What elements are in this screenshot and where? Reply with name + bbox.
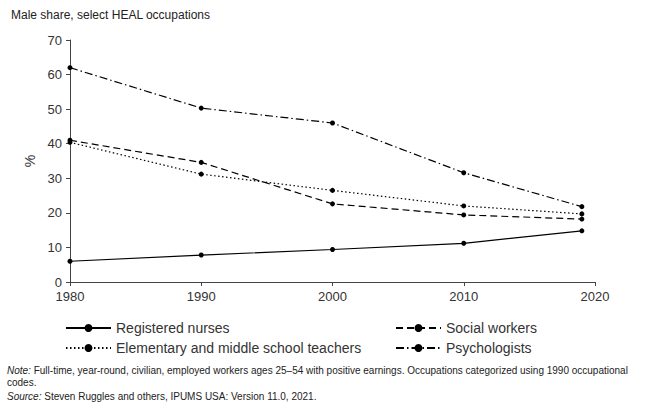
svg-text:%: %	[22, 155, 38, 167]
svg-text:Registered nurses: Registered nurses	[116, 320, 230, 336]
svg-text:60: 60	[48, 67, 62, 82]
svg-text:70: 70	[48, 33, 62, 48]
svg-text:10: 10	[48, 240, 62, 255]
svg-text:2010: 2010	[449, 289, 478, 304]
svg-text:20: 20	[48, 205, 62, 220]
svg-text:Social workers: Social workers	[446, 320, 537, 336]
svg-text:40: 40	[48, 136, 62, 151]
svg-text:Psychologists: Psychologists	[446, 340, 532, 356]
svg-text:1990: 1990	[187, 289, 216, 304]
svg-text:2000: 2000	[318, 289, 347, 304]
svg-text:1980: 1980	[56, 289, 85, 304]
svg-text:Male share, select HEAL occupa: Male share, select HEAL occupations	[11, 8, 210, 22]
html-text:Note: Full-time, year-round, c: Note: Full-time, year-round, civilian, e…	[7, 365, 628, 388]
svg-text:50: 50	[48, 102, 62, 117]
svg-text:30: 30	[48, 171, 62, 186]
svg-text:2020: 2020	[581, 289, 610, 304]
svg-text:Elementary and middle school t: Elementary and middle school teachers	[116, 340, 361, 356]
html-text:Source: Steven Ruggles and oth: Source: Steven Ruggles and others, IPUMS…	[7, 391, 317, 402]
svg-text:0: 0	[55, 275, 62, 290]
